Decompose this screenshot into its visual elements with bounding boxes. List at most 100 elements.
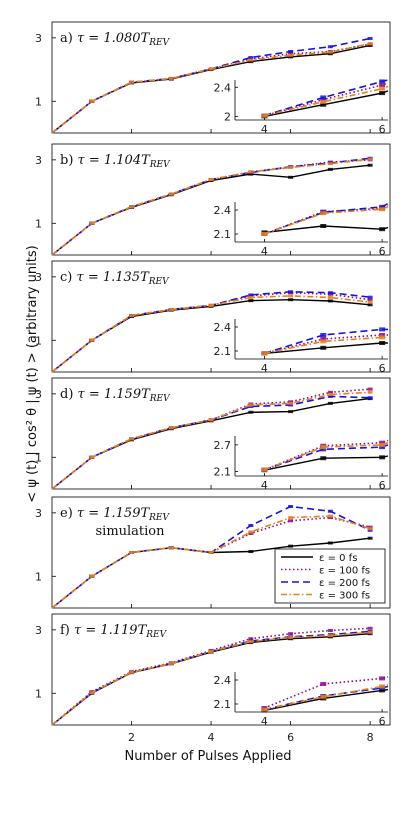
inset-data-point (320, 456, 327, 461)
data-point (248, 403, 254, 407)
data-point (367, 630, 373, 634)
inset-data-point (261, 351, 268, 356)
inset-data-point (320, 447, 327, 452)
data-point (288, 544, 294, 548)
data-point (129, 437, 135, 441)
panel-title: b) τ = 1.104TREV (60, 153, 171, 170)
y-tick-label: 3 (35, 507, 42, 520)
legend: ε = 0 fs ε = 100 fsε = 200 fs ε = 300 fs (274, 548, 386, 604)
data-point (288, 165, 294, 169)
data-point (248, 637, 254, 641)
panel-title-sub: REV (149, 394, 171, 404)
inset-x-tick-label: 4 (261, 123, 268, 136)
panel-label: e) (60, 506, 77, 521)
inset-x-tick-label: 6 (379, 362, 386, 375)
data-point (327, 167, 333, 171)
data-point (168, 192, 174, 196)
inset-data-point (379, 688, 386, 693)
y-tick-label: 1 (35, 334, 42, 347)
inset-background (235, 436, 388, 476)
inset-data-point (320, 211, 327, 216)
data-point (129, 670, 135, 674)
inset-3: 2.1 2.4 4 6 (214, 319, 388, 375)
inset-data-point (379, 79, 386, 84)
data-point (248, 410, 254, 414)
panel-label: f) (60, 623, 74, 638)
inset-data-point (379, 91, 386, 96)
panel-2: 1 3 b) τ = 1.104TREV 2.1 2.4 4 6 (35, 143, 391, 258)
data-point (288, 175, 294, 179)
inset-data-point (320, 345, 327, 350)
inset-series-line-4 (264, 85, 389, 117)
data-point (248, 56, 254, 60)
data-point (327, 50, 333, 54)
data-point (367, 387, 373, 391)
panel-4: 1 3 d) τ = 1.159TREV 2.1 2.7 4 6 (35, 377, 391, 492)
y-tick-label: 3 (35, 388, 42, 401)
data-point (367, 390, 373, 394)
inset-1: 2 2.4 4 6 (214, 79, 389, 136)
inset-data-point (261, 467, 268, 472)
panel-title-sub: REV (145, 630, 167, 640)
panel-subtitle: simulation (95, 524, 165, 539)
inset-data-point (379, 440, 386, 445)
data-point (327, 299, 333, 303)
inset-data-point (379, 684, 386, 689)
legend-entry-3: ε = 200 fs (319, 578, 370, 589)
inset-y-tick-label: 2.1 (214, 345, 232, 358)
inset-data-point (379, 207, 386, 212)
inset-series-line-4 (264, 684, 389, 711)
inset-x-tick-label: 6 (379, 123, 386, 136)
data-point (327, 514, 333, 518)
panel-label: b) (60, 153, 78, 168)
data-point (367, 36, 373, 40)
panel-label: c) (60, 270, 77, 285)
data-point (367, 528, 373, 532)
data-point (288, 632, 294, 636)
data-point (89, 99, 95, 103)
inset-data-point (320, 445, 327, 450)
data-point (288, 519, 294, 523)
data-point (248, 531, 254, 535)
inset-background (235, 672, 388, 712)
inset-series-line-4 (264, 206, 389, 235)
data-point (129, 80, 135, 84)
inset-data-point (379, 333, 386, 337)
data-point (288, 53, 294, 57)
data-point (248, 640, 254, 644)
data-point (168, 76, 174, 80)
y-tick-label: 1 (35, 687, 42, 700)
panel-title: d) τ = 1.159TREV (60, 387, 171, 404)
data-point (168, 426, 174, 430)
panel-title-sub: REV (148, 277, 170, 287)
data-point (367, 163, 373, 167)
data-point (367, 42, 373, 46)
panel-1: 1 3 a) τ = 1.080TREV 2 2.4 4 6 (35, 21, 391, 136)
data-point (327, 45, 333, 49)
data-point (248, 293, 254, 297)
inset-y-tick-label: 2.4 (214, 321, 232, 334)
data-point (288, 410, 294, 414)
data-point (248, 530, 254, 534)
inset-data-point (379, 327, 386, 332)
data-point (288, 294, 294, 298)
data-point (288, 52, 294, 56)
inset-y-tick-label: 2.4 (214, 204, 232, 217)
inset-data-point (320, 682, 327, 686)
data-point (367, 536, 373, 540)
inset-y-tick-label: 2.1 (214, 466, 232, 479)
inset-x-tick-label: 4 (261, 479, 268, 492)
data-point (327, 634, 333, 638)
data-point (367, 525, 373, 529)
x-tick-label: 2 (128, 731, 135, 744)
panel-label: a) (60, 31, 77, 46)
data-point (89, 691, 95, 695)
inset-4: 2.1 2.7 4 6 (214, 436, 389, 492)
data-point (248, 295, 254, 299)
data-point (327, 509, 333, 513)
data-point (327, 291, 333, 295)
inset-y-tick-label: 2.1 (214, 698, 232, 711)
x-tick-label: 4 (208, 731, 215, 744)
